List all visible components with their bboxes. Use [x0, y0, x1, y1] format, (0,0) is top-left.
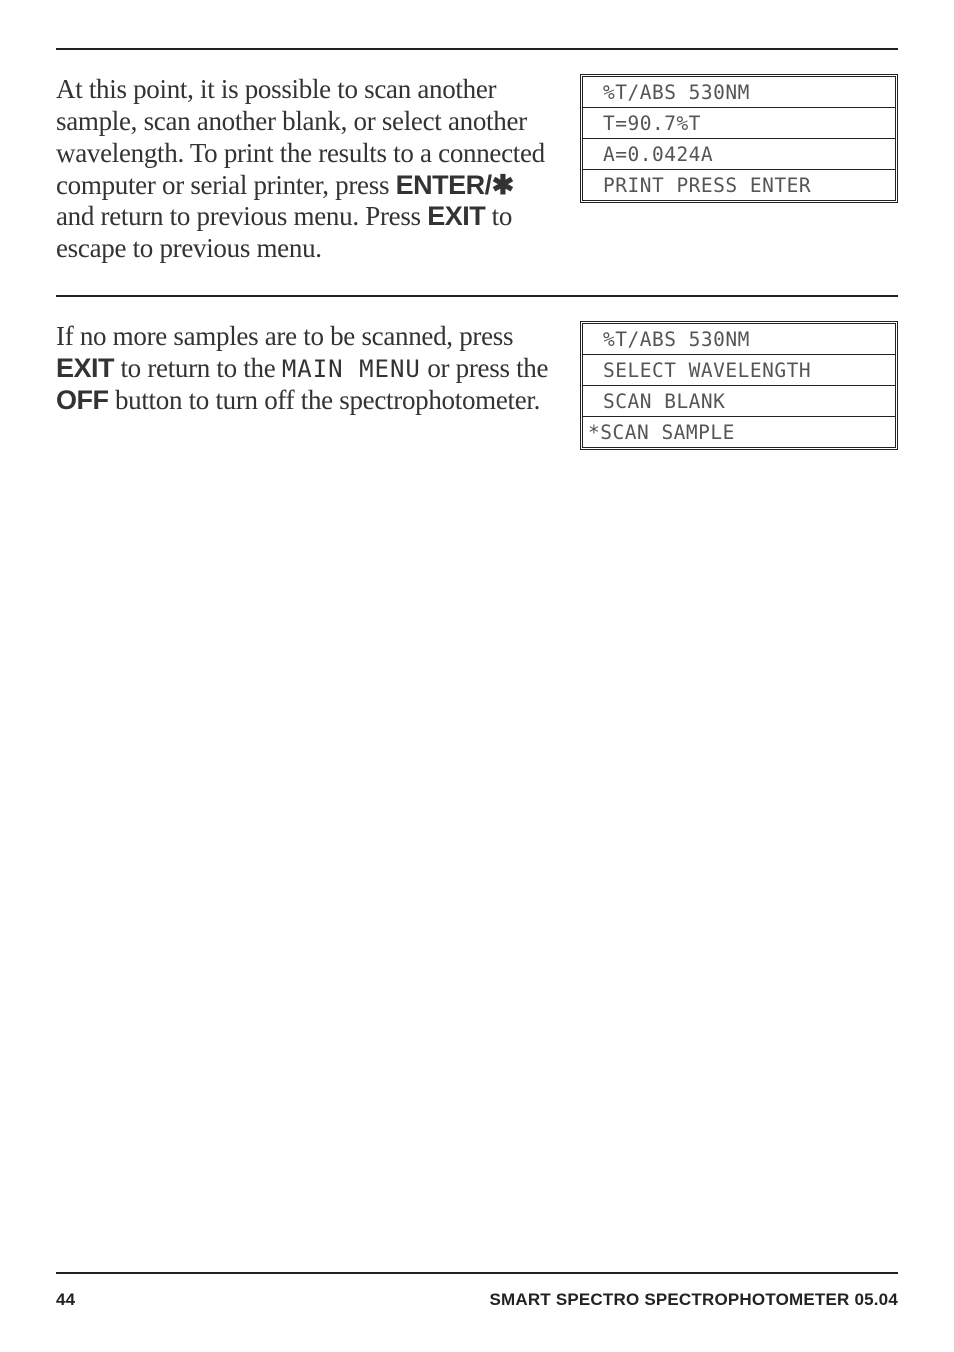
lcd-row: A=0.0424A	[583, 139, 895, 170]
footer-rule	[56, 1272, 898, 1274]
lcd-display-1: %T/ABS 530NM T=90.7%T A=0.0424A PRINT PR…	[580, 74, 898, 203]
section-2: If no more samples are to be scanned, pr…	[56, 321, 898, 450]
lcd-row: %T/ABS 530NM	[583, 77, 895, 108]
lcd-row: SELECT WAVELENGTH	[583, 355, 895, 386]
page: At this point, it is possible to scan an…	[0, 0, 954, 1352]
footer-title: SMART SPECTRO SPECTROPHOTOMETER 05.04	[489, 1290, 898, 1310]
page-footer: 44 SMART SPECTRO SPECTROPHOTOMETER 05.04	[56, 1272, 898, 1310]
lcd-display-2: %T/ABS 530NM SELECT WAVELENGTH SCAN BLAN…	[580, 321, 898, 450]
section-1: At this point, it is possible to scan an…	[56, 74, 898, 297]
lcd-row: %T/ABS 530NM	[583, 324, 895, 355]
lcd-row: PRINT PRESS ENTER	[583, 170, 895, 200]
lcd-row: *SCAN SAMPLE	[583, 417, 895, 447]
section-2-paragraph: If no more samples are to be scanned, pr…	[56, 321, 564, 417]
top-rule	[56, 48, 898, 50]
footer-line: 44 SMART SPECTRO SPECTROPHOTOMETER 05.04	[56, 1290, 898, 1310]
page-number: 44	[56, 1290, 75, 1310]
lcd-row: SCAN BLANK	[583, 386, 895, 417]
section-1-paragraph: At this point, it is possible to scan an…	[56, 74, 556, 265]
lcd-row: T=90.7%T	[583, 108, 895, 139]
